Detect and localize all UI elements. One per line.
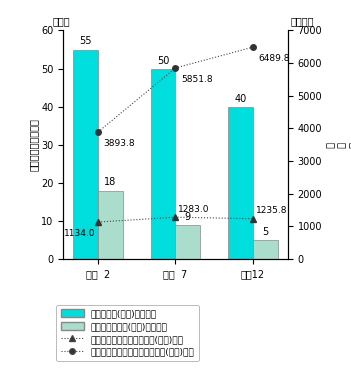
Text: 1235.8: 1235.8 [256,206,287,215]
Text: 5851.8: 5851.8 [181,75,213,84]
Bar [228,107,253,259]
Bar [253,240,278,259]
Text: 6489.8: 6489.8 [258,54,290,63]
Bar [98,190,123,259]
Bar [151,69,176,259]
Text: 55: 55 [80,37,92,46]
Text: 3893.8: 3893.8 [104,139,135,148]
Text: 1134.0: 1134.0 [64,229,95,238]
Text: 50: 50 [157,56,169,66]
Text: 9: 9 [185,212,191,222]
Y-axis label: 1
事
業
体
当
た
り
飼
養
・
出
荷
羽
数: 1 事 業 体 当 た り 飼 養 ・ 出 荷 羽 数 [325,142,351,148]
Y-axis label: 飼養・出荷事業体数: 飼養・出荷事業体数 [28,118,38,171]
Text: （百羽）: （百羽） [290,16,313,26]
Legend: 採卵麂飼養(出荷)事業体数, ブロイラー飼養(出荷)事業体数, １事業体当たり採卵麂飼養(出荷)羽数, １事業体当たりブロイラー飼養(出荷)羽数: 採卵麂飼養(出荷)事業体数, ブロイラー飼養(出荷)事業体数, １事業体当たり採… [57,305,199,361]
Text: 1283.0: 1283.0 [178,205,210,214]
Text: 18: 18 [104,178,117,187]
Text: （戸）: （戸） [52,16,70,26]
Text: 40: 40 [234,94,247,104]
Text: 5: 5 [262,227,269,237]
Bar [176,225,200,259]
Bar [73,50,98,259]
